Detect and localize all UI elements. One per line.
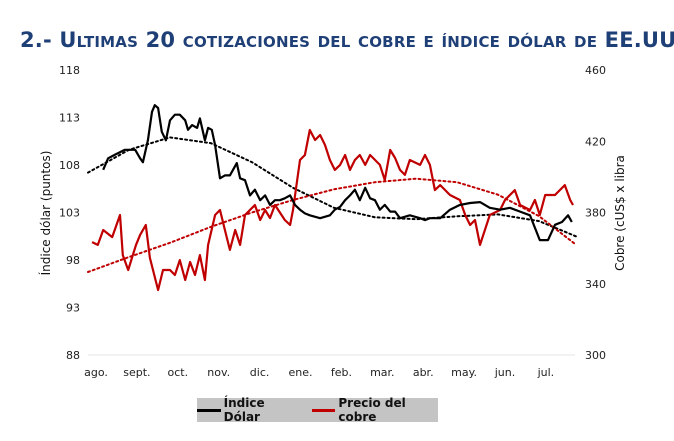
- y-tick-right: 420: [585, 135, 606, 148]
- x-tick-label: jun.: [494, 366, 516, 379]
- legend-item-cobre: Precio del cobre: [311, 396, 438, 424]
- y-tick-left: 88: [66, 349, 80, 362]
- x-tick-label: ene.: [288, 366, 312, 379]
- x-tick-label: dic.: [250, 366, 270, 379]
- legend: Índice Dólar Precio del cobre: [197, 396, 438, 424]
- x-tick-label: oct.: [168, 366, 189, 379]
- chart-title: 2.- Ultimas 20 cotizaciones del cobre e …: [20, 28, 674, 52]
- trendline-dolar: [87, 136, 577, 238]
- series-line-cobre: [91, 128, 574, 292]
- trendline-cobre: [87, 177, 577, 273]
- y-tick-left: 118: [59, 64, 80, 77]
- y-tick-left: 93: [66, 302, 80, 315]
- x-tick-label: abr.: [413, 366, 434, 379]
- x-tick-label: mar.: [370, 366, 394, 379]
- y-axis-right-label: Cobre (cUS$ x libra: [613, 155, 627, 271]
- x-tick-label: jul.: [537, 366, 555, 379]
- x-tick-label: may.: [451, 366, 477, 379]
- x-tick-label: ago.: [84, 366, 108, 379]
- x-tick-label: feb.: [331, 366, 352, 379]
- legend-swatch-cobre: [311, 408, 336, 412]
- y-tick-right: 300: [585, 349, 606, 362]
- y-tick-right: 460: [585, 64, 606, 77]
- legend-item-dolar: Índice Dólar: [197, 396, 298, 424]
- y-axis-left-label: Índice dólar (puntos): [38, 151, 53, 276]
- y-tick-right: 380: [585, 207, 606, 220]
- y-tick-left: 98: [66, 254, 80, 267]
- legend-label-cobre: Precio del cobre: [338, 396, 406, 424]
- legend-label-dolar: Índice Dólar: [223, 396, 265, 424]
- series-line-dolar: [102, 104, 573, 242]
- y-tick-left: 113: [59, 112, 80, 125]
- y-tick-right: 340: [585, 278, 606, 291]
- y-tick-left: 108: [59, 159, 80, 172]
- legend-swatch-dolar: [197, 408, 221, 412]
- x-tick-label: nov.: [207, 366, 230, 379]
- x-tick-label: sept.: [123, 366, 150, 379]
- y-tick-left: 103: [59, 207, 80, 220]
